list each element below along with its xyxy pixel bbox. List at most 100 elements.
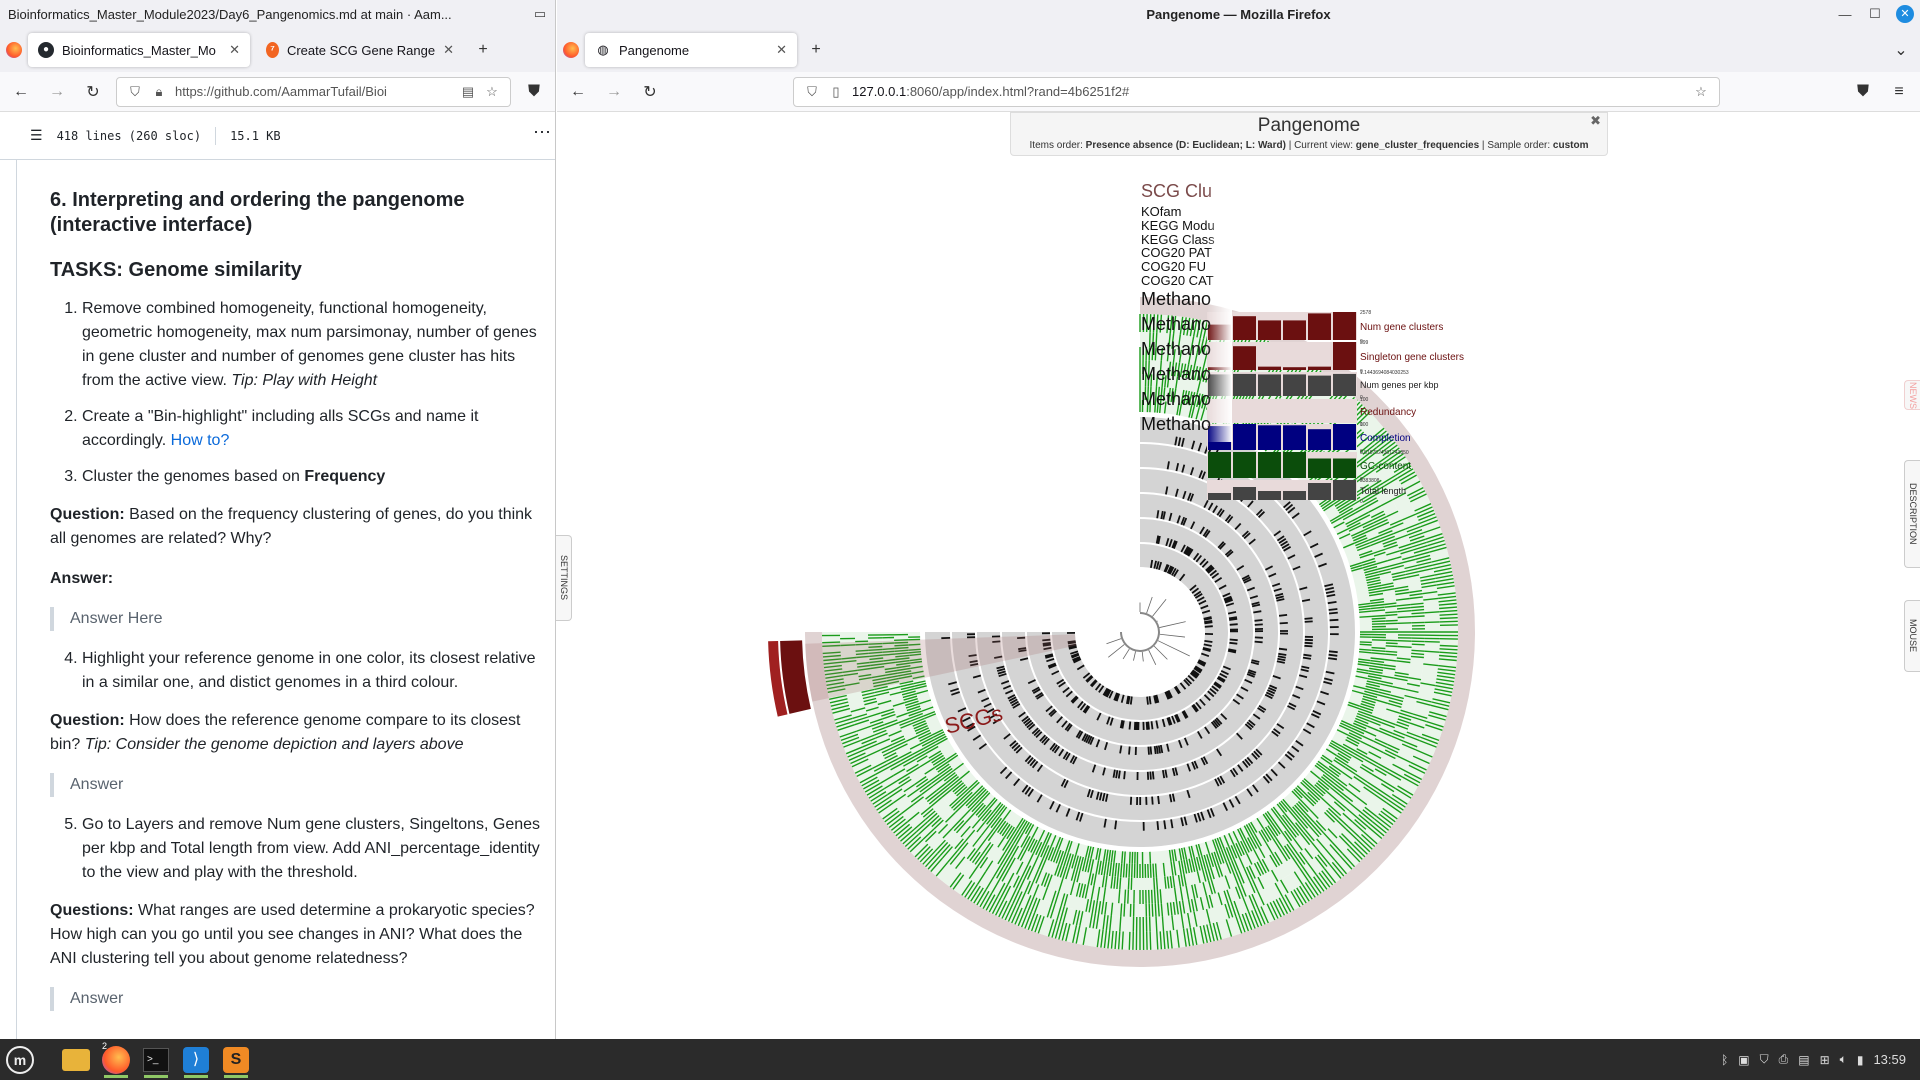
battery-icon[interactable]: ▮ (1856, 1052, 1864, 1067)
reader-view-icon[interactable]: ▤ (461, 83, 475, 99)
shield-icon[interactable]: ⛉ (130, 83, 140, 99)
network-icon[interactable]: ⊞ (1819, 1052, 1830, 1067)
maximize-icon[interactable]: ☐ (1869, 6, 1881, 21)
close-window-icon[interactable]: ✕ (1890, 5, 1920, 23)
close-header-icon[interactable]: ✖ (1590, 113, 1601, 128)
layer-bar (1208, 493, 1231, 500)
more-options-icon[interactable]: ⋯ (533, 122, 551, 142)
tab-github[interactable]: ● Bioinformatics_Master_Mo ✕ (28, 33, 250, 67)
shield-tray-icon[interactable]: ⛉ (1759, 1052, 1769, 1066)
firefox-view-icon[interactable] (563, 42, 579, 58)
layer-bar (1258, 374, 1281, 396)
url-host: 127.0.0.1 (852, 84, 907, 99)
bookmark-star-icon[interactable]: ☆ (1695, 83, 1707, 99)
new-tab-icon[interactable]: + (478, 41, 488, 58)
section-heading: 6. Interpreting and ordering the pangeno… (50, 189, 465, 236)
layer-name: Total length (1360, 486, 1406, 496)
update-icon[interactable]: ▤ (1798, 1052, 1810, 1067)
layer-label: Methano (1141, 389, 1211, 409)
forward-icon[interactable]: → (606, 82, 622, 100)
tab-label: Bioinformatics_Master_Mo (62, 42, 216, 58)
close-tab-icon[interactable]: ✕ (229, 42, 240, 57)
list-item: Cluster the genomes based on Frequency (82, 465, 540, 489)
pocket-icon[interactable]: ⛊ (527, 82, 540, 100)
globe-icon: ◍ (597, 42, 609, 57)
terminal-icon[interactable]: >_ (136, 1039, 176, 1080)
dendrogram (1106, 596, 1190, 665)
bluetooth-icon[interactable]: ᛒ (1721, 1052, 1729, 1067)
mint-menu-icon[interactable]: m (0, 1039, 40, 1080)
forward-icon[interactable]: → (49, 82, 65, 100)
page-icon[interactable]: ▯ (832, 83, 840, 99)
settings-panel-toggle[interactable]: SETTINGS (556, 535, 572, 621)
vscode-icon[interactable]: ⟩ (176, 1039, 216, 1080)
layer-bar (1333, 424, 1356, 450)
reload-icon[interactable]: ↻ (86, 83, 100, 101)
outline-icon[interactable]: ☰ (30, 127, 43, 144)
layer-min-label: 0 (1360, 422, 1363, 428)
layer-bar (1283, 367, 1306, 370)
mouse-panel-toggle[interactable]: MOUSE (1904, 600, 1920, 672)
clock[interactable]: 13:59 (1873, 1052, 1906, 1067)
sublime-icon[interactable]: S (216, 1039, 256, 1080)
question: Questions: What ranges are used determin… (50, 902, 535, 967)
right-titlebar: Pangenome — Mozilla Firefox — ☐ ✕ (557, 0, 1920, 28)
news-panel-toggle[interactable]: NEWS (1904, 380, 1920, 410)
genome-presence-ticks (1041, 535, 1239, 731)
firefox-taskbar-icon[interactable]: 2 (96, 1039, 136, 1080)
back-icon[interactable]: ← (570, 82, 586, 100)
clipboard-icon[interactable]: ▣ (1738, 1052, 1750, 1067)
lock-icon[interactable]: 🔒︎ (155, 83, 163, 99)
genome-presence-ticks (1066, 559, 1214, 705)
description-panel-toggle[interactable]: DESCRIPTION (1904, 460, 1920, 568)
layer-name: Redundancy (1360, 407, 1416, 418)
layer-bar (1283, 452, 1306, 478)
layer-bar (1258, 366, 1281, 370)
layer-label: Methano (1141, 364, 1211, 384)
layer-bar (1308, 458, 1331, 478)
list-tabs-icon[interactable]: ⌄ (1894, 42, 1908, 59)
answer-quote: Answer Here (50, 607, 540, 631)
layer-bar (1333, 480, 1356, 500)
layer-min-label: 0 (1360, 369, 1363, 375)
menu-icon[interactable]: ≡ (1894, 82, 1904, 100)
scg-site-icon: ⁷ (266, 42, 279, 58)
minimize-icon[interactable]: — (1838, 6, 1852, 22)
layer-max-label: 100 (1360, 422, 1369, 428)
tab-label: Pangenome (619, 42, 690, 58)
layer-bar (1233, 424, 1256, 450)
layer-bar (1208, 452, 1231, 478)
layer-max-label: 2578 (1360, 310, 1371, 316)
files-icon[interactable] (56, 1039, 96, 1080)
left-url-bar[interactable]: ⛉ 🔒︎ https://github.com/AammarTufail/Bio… (116, 76, 511, 107)
firefox-view-icon[interactable] (6, 42, 22, 58)
layer-bar (1333, 458, 1356, 478)
printer-icon[interactable]: ⎙ (1778, 1052, 1789, 1066)
close-tab-icon[interactable]: ✕ (776, 42, 787, 57)
layer-bar (1308, 483, 1331, 500)
layer-max-label: 100 (1360, 397, 1369, 403)
pangenome-header: Pangenome Items order: Presence absence … (1010, 112, 1608, 156)
back-icon[interactable]: ← (13, 82, 29, 100)
pocket-icon[interactable]: ⛊ (1856, 82, 1869, 100)
minimize-icon[interactable]: ▭ (533, 6, 547, 21)
task-list: Highlight your reference genome in one c… (50, 647, 540, 695)
layer-bar (1283, 425, 1306, 450)
pangenome-title: Pangenome (1257, 115, 1361, 136)
shield-icon[interactable]: ⛉ (807, 83, 817, 99)
volume-icon[interactable]: 🔈︎ (1839, 1052, 1847, 1066)
right-url-bar[interactable]: ⛉ ▯ 127.0.0.1:8060/app/index.html?rand=4… (793, 76, 1720, 107)
how-to-link[interactable]: How to? (170, 432, 230, 449)
tab-create-scg[interactable]: ⁷ Create SCG Gene Range ✕ (256, 33, 464, 67)
close-tab-icon[interactable]: ✕ (443, 42, 454, 57)
layer-name: GC-content (1360, 461, 1411, 472)
bookmark-star-icon[interactable]: ☆ (486, 83, 498, 99)
new-tab-icon[interactable]: + (811, 41, 821, 58)
tasks-heading: TASKS: Genome similarity (50, 259, 302, 281)
tab-pangenome[interactable]: ◍ Pangenome ✕ (585, 33, 797, 67)
reload-icon[interactable]: ↻ (643, 83, 657, 101)
layer-label: COG20 CAT (1141, 273, 1214, 288)
left-tabbar: ● Bioinformatics_Master_Mo ✕ ⁷ Create SC… (0, 28, 555, 72)
